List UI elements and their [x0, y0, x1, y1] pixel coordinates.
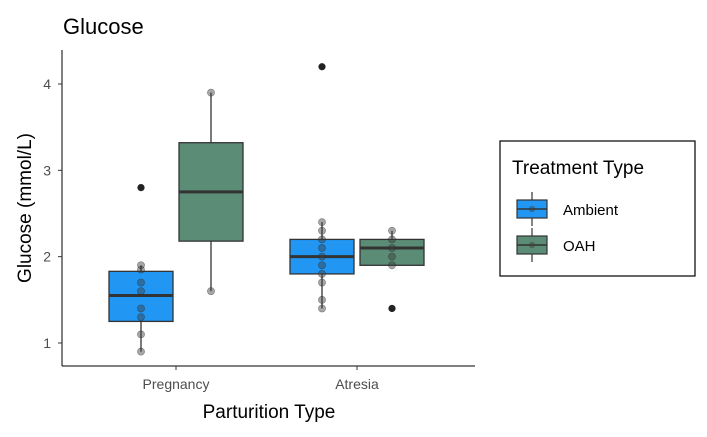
- data-point: [318, 304, 326, 313]
- x-axis-title: Parturition Type: [203, 402, 336, 423]
- data-point: [137, 304, 145, 313]
- legend-entries: Ambient OAH: [516, 192, 619, 262]
- legend-key-point: [528, 205, 536, 213]
- data-point: [137, 278, 145, 287]
- y-axis-title: Glucose (mmol/L): [15, 133, 36, 283]
- data-point: [137, 265, 145, 274]
- y-axis-ticks: 1 2 3 4: [43, 76, 62, 351]
- data-point: [388, 235, 396, 244]
- data-point: [388, 226, 396, 235]
- legend: Treatment Type Ambient OAH: [499, 140, 696, 277]
- box-ambient-atresia: [289, 63, 355, 313]
- data-point: [318, 226, 326, 235]
- legend-label: OAH: [563, 238, 596, 255]
- box-oah-atresia: [359, 226, 425, 313]
- data-point: [318, 270, 326, 278]
- x-tick-label: Pregnancy: [143, 376, 210, 392]
- y-tick-label: 2: [43, 249, 51, 265]
- y-tick-label: 1: [43, 335, 51, 351]
- legend-entry-ambient: Ambient: [516, 192, 619, 226]
- data-point: [137, 330, 145, 339]
- y-tick-label: 3: [43, 162, 51, 178]
- box-oah-pregnancy: [178, 88, 244, 296]
- data-point: [318, 235, 326, 244]
- data-point: [207, 88, 215, 97]
- y-tick-label: 4: [43, 76, 51, 92]
- data-point: [137, 313, 145, 321]
- data-point: [137, 261, 145, 270]
- data-point: [137, 287, 145, 296]
- data-point: [207, 287, 215, 296]
- legend-entry-oah: OAH: [516, 228, 596, 262]
- legend-label: Ambient: [563, 202, 619, 219]
- legend-title: Treatment Type: [512, 158, 644, 179]
- data-point: [388, 261, 396, 270]
- plot-area: [108, 63, 425, 356]
- chart-title: Glucose: [63, 14, 144, 39]
- x-axis-ticks: Pregnancy Atresia: [143, 366, 379, 392]
- data-point: [318, 261, 326, 270]
- legend-key-point: [528, 241, 536, 249]
- data-point: [318, 252, 326, 261]
- x-tick-label: Atresia: [335, 376, 379, 392]
- outlier-point: [137, 184, 145, 192]
- box-iqr: [359, 238, 425, 266]
- box-ambient-pregnancy: [108, 184, 174, 356]
- outlier-point: [318, 63, 326, 71]
- data-point: [137, 347, 145, 356]
- data-point: [318, 218, 326, 227]
- data-point: [318, 295, 326, 304]
- data-point: [318, 244, 326, 252]
- outlier-point: [388, 304, 396, 313]
- data-point: [388, 252, 396, 261]
- data-point: [318, 278, 326, 287]
- data-point: [388, 244, 396, 252]
